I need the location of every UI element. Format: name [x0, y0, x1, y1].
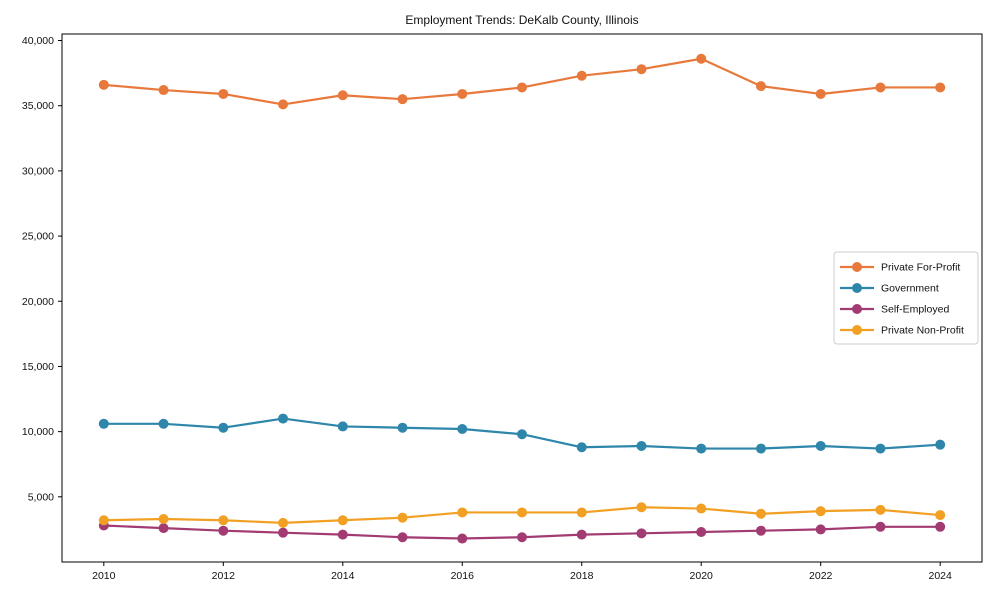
data-point-marker — [875, 443, 886, 454]
data-point-marker — [755, 443, 766, 454]
data-point-marker — [397, 94, 408, 105]
data-point-marker — [576, 507, 587, 518]
data-point-marker — [815, 88, 826, 99]
y-tick-label: 40,000 — [22, 35, 54, 47]
series-line — [103, 57, 941, 106]
legend-label: Government — [881, 283, 939, 295]
data-point-marker — [935, 82, 946, 93]
data-point-marker — [815, 524, 826, 535]
data-point-marker — [98, 418, 109, 429]
data-point-marker — [98, 79, 109, 90]
y-tick-label: 35,000 — [22, 100, 54, 112]
data-point-marker — [636, 64, 647, 75]
y-tick-label: 10,000 — [22, 426, 54, 438]
chart-title: Employment Trends: DeKalb County, Illino… — [405, 13, 638, 27]
data-point-marker — [935, 510, 946, 521]
data-point-marker — [158, 523, 169, 534]
legend-marker — [852, 283, 862, 293]
data-point-marker — [337, 421, 348, 432]
x-tick-label: 2018 — [570, 570, 594, 582]
data-point-marker — [337, 515, 348, 526]
y-tick-label: 5,000 — [28, 491, 54, 503]
legend-box — [833, 251, 979, 345]
data-point-marker — [337, 90, 348, 101]
data-point-marker — [98, 515, 109, 526]
data-point-marker — [875, 82, 886, 93]
data-point-marker — [218, 88, 229, 99]
legend-label: Self-Employed — [881, 304, 949, 316]
data-point-marker — [815, 440, 826, 451]
x-tick-label: 2012 — [212, 570, 236, 582]
data-point-marker — [875, 521, 886, 532]
plot-frame — [61, 33, 983, 563]
data-point-marker — [457, 424, 468, 435]
data-point-marker — [875, 504, 886, 515]
data-point-marker — [696, 527, 707, 538]
data-point-marker — [935, 521, 946, 532]
data-point-marker — [517, 507, 527, 518]
x-tick-label: 2016 — [451, 570, 475, 582]
data-point-marker — [337, 529, 348, 540]
data-point-marker — [696, 503, 707, 514]
x-tick-label: 2024 — [929, 570, 953, 582]
data-point-marker — [218, 515, 229, 526]
data-point-marker — [935, 439, 946, 450]
data-point-marker — [696, 53, 707, 64]
x-tick-label: 2020 — [690, 570, 714, 582]
data-point-marker — [278, 413, 289, 424]
legend-label: Private For-Profit — [881, 262, 960, 274]
legend-label: Private Non-Profit — [881, 325, 964, 337]
data-point-marker — [755, 81, 766, 92]
data-point-marker — [457, 507, 468, 518]
x-tick-label: 2014 — [331, 570, 355, 582]
legend-marker — [852, 325, 862, 335]
x-tick-label: 2010 — [92, 570, 116, 582]
data-point-marker — [636, 528, 647, 539]
data-point-marker — [158, 513, 169, 524]
y-tick-label: 25,000 — [22, 231, 54, 243]
data-point-marker — [576, 70, 587, 81]
data-point-marker — [218, 422, 229, 433]
data-point-marker — [517, 429, 527, 440]
y-tick-label: 30,000 — [22, 165, 54, 177]
data-point-marker — [457, 533, 468, 544]
legend-marker — [852, 262, 862, 272]
x-tick-label: 2022 — [809, 570, 833, 582]
data-point-marker — [696, 443, 707, 454]
data-point-marker — [755, 525, 766, 536]
data-point-marker — [636, 440, 647, 451]
data-point-marker — [218, 525, 229, 536]
data-point-marker — [158, 418, 169, 429]
data-point-marker — [158, 85, 169, 96]
data-point-marker — [576, 529, 587, 540]
data-point-marker — [576, 442, 587, 453]
data-point-marker — [278, 527, 289, 538]
data-point-marker — [755, 508, 766, 519]
data-point-marker — [517, 82, 527, 93]
data-point-marker — [815, 506, 826, 517]
data-point-marker — [457, 88, 468, 99]
data-point-marker — [278, 517, 289, 528]
data-point-marker — [636, 502, 647, 513]
data-point-marker — [397, 422, 408, 433]
data-point-marker — [397, 532, 408, 543]
data-point-marker — [517, 532, 527, 543]
data-point-marker — [278, 99, 289, 110]
legend-marker — [852, 304, 862, 314]
y-tick-label: 15,000 — [22, 361, 54, 373]
y-tick-label: 20,000 — [22, 296, 54, 308]
data-point-marker — [397, 512, 408, 523]
